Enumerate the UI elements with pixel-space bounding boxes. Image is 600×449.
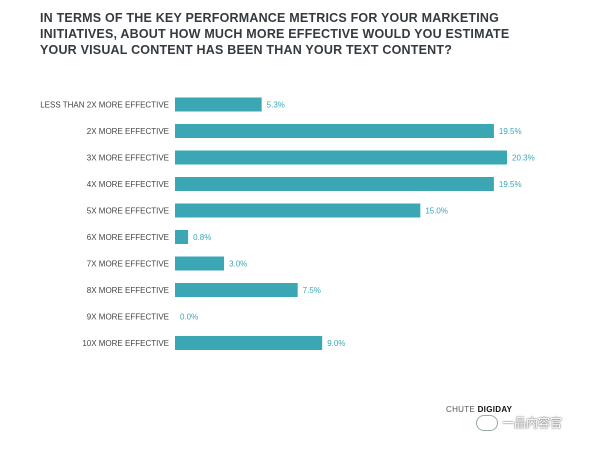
- value-label-8x-more-effective: 7.5%: [303, 286, 321, 295]
- category-label-8x-more-effective: 8X MORE EFFECTIVE: [87, 286, 169, 295]
- value-label-less-than-2x-more-effective: 5.3%: [267, 101, 285, 110]
- category-label-5x-more-effective: 5X MORE EFFECTIVE: [87, 207, 169, 216]
- watermark: 一品内容官: [476, 414, 562, 431]
- category-label-2x-more-effective: 2X MORE EFFECTIVE: [87, 127, 169, 136]
- bar-2x-more-effective: [175, 124, 494, 138]
- chart-title: IN TERMS OF THE KEY PERFORMANCE METRICS …: [40, 11, 510, 57]
- bar-5x-more-effective: [175, 203, 421, 218]
- category-label-4x-more-effective: 4X MORE EFFECTIVE: [87, 180, 169, 189]
- category-label-3x-more-effective: 3X MORE EFFECTIVE: [87, 154, 169, 163]
- value-label-5x-more-effective: 15.0%: [425, 207, 448, 216]
- source-digiday: DIGIDAY: [477, 405, 513, 414]
- source-credit: CHUTE DIGIDAY: [446, 405, 512, 414]
- category-label-10x-more-effective: 10X MORE EFFECTIVE: [82, 339, 169, 348]
- value-label-10x-more-effective: 9.0%: [327, 339, 345, 348]
- bar-7x-more-effective: [175, 256, 225, 271]
- bar-3x-more-effective: [175, 150, 507, 165]
- wechat-icon: [476, 414, 498, 431]
- watermark-text: 一品内容官: [502, 416, 563, 430]
- value-label-3x-more-effective: 20.3%: [512, 154, 535, 163]
- bar-8x-more-effective: [175, 283, 298, 297]
- source-chute: CHUTE: [446, 405, 476, 414]
- category-label-7x-more-effective: 7X MORE EFFECTIVE: [87, 260, 169, 269]
- bar-4x-more-effective: [175, 177, 494, 191]
- value-label-9x-more-effective: 0.0%: [180, 313, 198, 322]
- category-label-less-than-2x-more-effective: LESS THAN 2X MORE EFFECTIVE: [40, 101, 169, 110]
- value-label-6x-more-effective: 0.8%: [193, 233, 211, 242]
- category-label-9x-more-effective: 9X MORE EFFECTIVE: [87, 313, 169, 322]
- bar-6x-more-effective: [175, 230, 189, 244]
- value-label-2x-more-effective: 19.5%: [499, 127, 522, 136]
- category-label-6x-more-effective: 6X MORE EFFECTIVE: [87, 233, 169, 242]
- value-label-7x-more-effective: 3.0%: [229, 260, 247, 269]
- bar-10x-more-effective: [175, 336, 323, 350]
- value-label-4x-more-effective: 19.5%: [499, 180, 522, 189]
- bar-less-than-2x-more-effective: [175, 97, 262, 112]
